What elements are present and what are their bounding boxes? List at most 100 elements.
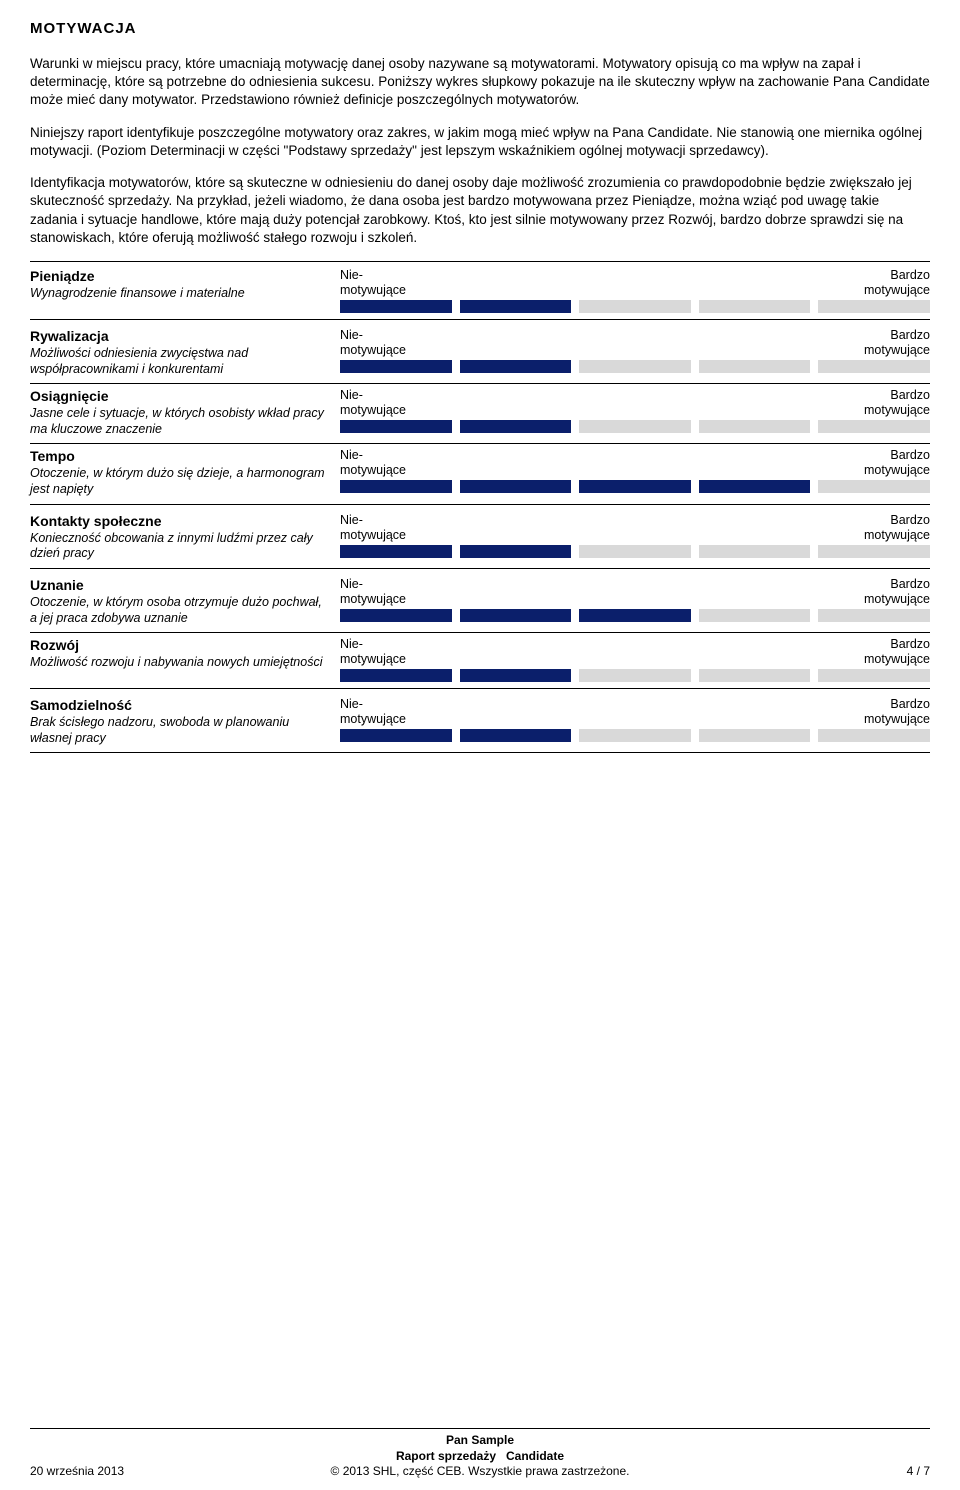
scale-label-high: Bardzomotywujące: [864, 448, 930, 478]
motivator-chart: Nie-motywujące Bardzomotywujące: [340, 577, 930, 626]
motivator-label-col: Kontakty społeczneKonieczność obcowania …: [30, 513, 340, 562]
bar-segment: [579, 669, 691, 682]
motivator-chart: Nie-motywująceBardzomotywujące: [340, 513, 930, 562]
footer-page-number: 4 / 7: [633, 1433, 930, 1480]
motivator-desc: Wynagrodzenie finansowe i materialne: [30, 286, 328, 302]
bar-segment: [699, 420, 811, 433]
bar-segment: [579, 480, 691, 493]
footer-date: 20 września 2013: [30, 1433, 327, 1480]
motivator-chart: Nie-motywująceBardzomotywujące: [340, 697, 930, 746]
bar-segment: [699, 300, 811, 313]
motivator-label-col: UznanieOtoczenie, w którym osoba otrzymu…: [30, 577, 340, 626]
motivator-name: Pieniądze: [30, 268, 328, 284]
motivator-row: SamodzielnośćBrak ścisłego nadzoru, swob…: [30, 689, 930, 753]
footer-report-title: Raport sprzedaży Candidate: [327, 1449, 633, 1465]
bar-segment: [699, 545, 811, 558]
bar-segment: [579, 420, 691, 433]
scale-label-high: Bardzomotywujące: [864, 577, 930, 607]
bar-segment: [579, 729, 691, 742]
motivator-label-col: RywalizacjaMożliwości odniesienia zwycię…: [30, 328, 340, 377]
scale-label-high: Bardzomotywujące: [864, 697, 930, 727]
bar-segment: [460, 360, 572, 373]
footer-center: Pan Sample Raport sprzedaży Candidate © …: [327, 1433, 633, 1480]
scale-label-low: Nie-motywujące: [340, 388, 406, 418]
motivator-desc: Możliwość rozwoju i nabywania nowych umi…: [30, 655, 328, 671]
bar-segment: [699, 729, 811, 742]
motivator-label-col: RozwójMożliwość rozwoju i nabywania nowy…: [30, 637, 340, 682]
motivator-row: RywalizacjaMożliwości odniesienia zwycię…: [30, 320, 930, 384]
bar-segment: [460, 420, 572, 433]
bar-segment: [579, 545, 691, 558]
motivator-label-col: OsiągnięcieJasne cele i sytuacje, w któr…: [30, 388, 340, 437]
bar-track: [340, 360, 930, 373]
scale-label-low: Nie-motywujące: [340, 637, 406, 667]
motivators-list: Pieniądze Wynagrodzenie finansowe i mater…: [30, 264, 930, 754]
bar-segment: [340, 360, 452, 373]
motivator-label-col: Pieniądze Wynagrodzenie finansowe i mater…: [30, 268, 340, 313]
bar-track: [340, 420, 930, 433]
scale-label-high: Bardzomotywujące: [864, 328, 930, 358]
footer-sample-name: Pan Sample: [327, 1433, 633, 1449]
scale-labels: Nie-motywująceBardzomotywujące: [340, 697, 930, 727]
bar-track: [340, 729, 930, 742]
scale-labels: Nie-motywujące Bardzomotywujące: [340, 388, 930, 418]
scale-label-low: Nie-motywujące: [340, 448, 406, 478]
scale-labels: Nie-motywujące Bardzomotywujące: [340, 448, 930, 478]
bar-segment: [340, 609, 452, 622]
motivator-row: Kontakty społeczneKonieczność obcowania …: [30, 505, 930, 569]
scale-label-high: Bardzomotywujące: [864, 637, 930, 667]
scale-label-low: Nie-motywujące: [340, 577, 406, 607]
bar-track: [340, 545, 930, 558]
motivator-name: Uznanie: [30, 577, 328, 593]
bar-segment: [699, 360, 811, 373]
footer-page-text: 4 / 7: [633, 1464, 930, 1480]
page-heading: MOTYWACJA: [30, 20, 930, 37]
scale-labels: Nie-motywująceBardzomotywujące: [340, 513, 930, 543]
footer-report-label: Raport sprzedaży: [396, 1449, 496, 1463]
motivator-chart: Nie-motywujące Bardzomotywujące: [340, 388, 930, 437]
bar-track: [340, 480, 930, 493]
motivator-row: RozwójMożliwość rozwoju i nabywania nowy…: [30, 633, 930, 689]
footer-divider: [30, 1428, 930, 1429]
bar-segment: [340, 545, 452, 558]
motivator-name: Kontakty społeczne: [30, 513, 328, 529]
motivator-chart: Nie-motywujące Bardzomotywujące: [340, 637, 930, 682]
motivator-desc: Brak ścisłego nadzoru, swoboda w planowa…: [30, 715, 328, 746]
scale-label-low: Nie-motywujące: [340, 268, 406, 298]
bar-segment: [579, 609, 691, 622]
motivator-chart: Nie-motywująceBardzomotywujące: [340, 268, 930, 313]
motivator-label-col: SamodzielnośćBrak ścisłego nadzoru, swob…: [30, 697, 340, 746]
motivator-desc: Jasne cele i sytuacje, w których osobist…: [30, 406, 328, 437]
scale-labels: Nie-motywująceBardzomotywujące: [340, 328, 930, 358]
bar-segment: [699, 480, 811, 493]
bar-segment: [579, 360, 691, 373]
bar-segment: [460, 729, 572, 742]
motivator-row: UznanieOtoczenie, w którym osoba otrzymu…: [30, 569, 930, 633]
bar-segment: [340, 300, 452, 313]
scale-labels: Nie-motywujące Bardzomotywujące: [340, 637, 930, 667]
scale-label-high: Bardzomotywujące: [864, 388, 930, 418]
intro-paragraph-2: Niniejszy raport identyfikuje poszczegól…: [30, 124, 930, 160]
footer-candidate-label: Candidate: [506, 1449, 564, 1463]
bar-segment: [818, 420, 930, 433]
bar-segment: [818, 669, 930, 682]
bar-segment: [340, 420, 452, 433]
motivator-name: Tempo: [30, 448, 328, 464]
scale-labels: Nie-motywujące Bardzomotywujące: [340, 577, 930, 607]
bar-segment: [818, 360, 930, 373]
bar-segment: [460, 669, 572, 682]
page-footer: 20 września 2013 Pan Sample Raport sprze…: [30, 1428, 930, 1480]
bar-segment: [340, 729, 452, 742]
motivator-row: OsiągnięcieJasne cele i sytuacje, w któr…: [30, 384, 930, 444]
motivator-desc: Otoczenie, w którym dużo się dzieje, a h…: [30, 466, 328, 497]
bar-segment: [460, 545, 572, 558]
bar-segment: [699, 609, 811, 622]
intro-paragraph-3: Identyfikacja motywatorów, które są skut…: [30, 174, 930, 247]
motivator-chart: Nie-motywujące Bardzomotywujące: [340, 448, 930, 497]
motivator-label-col: Tempo Otoczenie, w którym dużo się dzieje…: [30, 448, 340, 497]
scale-labels: Nie-motywująceBardzomotywujące: [340, 268, 930, 298]
bar-segment: [340, 480, 452, 493]
bar-segment: [460, 480, 572, 493]
bar-track: [340, 669, 930, 682]
bar-segment: [818, 480, 930, 493]
